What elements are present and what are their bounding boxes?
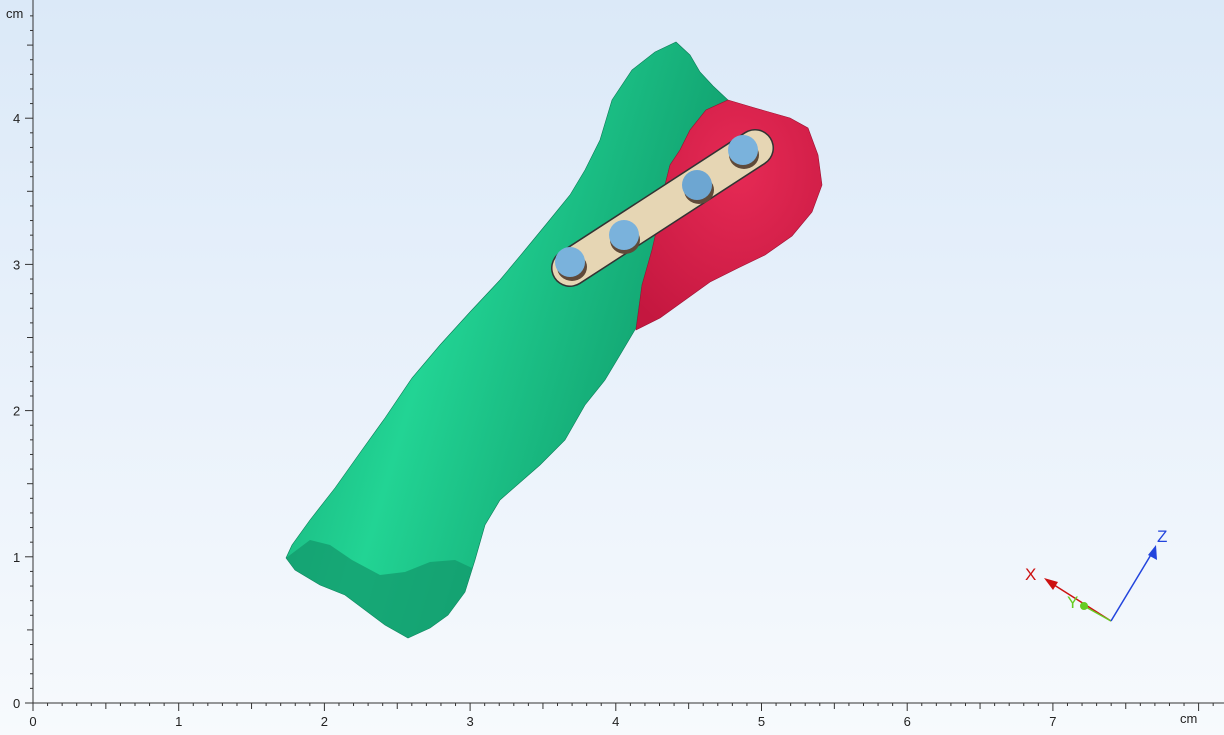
bone-shaft[interactable] [285, 41, 729, 639]
bone-end-shading [286, 540, 472, 638]
y-axis-tick-label: 2 [13, 404, 20, 419]
screw[interactable] [555, 247, 587, 281]
x-axis-tick-label: 5 [758, 714, 765, 729]
triad-z-arrow [1148, 545, 1157, 560]
plate-face [552, 130, 773, 286]
screw[interactable] [728, 135, 759, 169]
y-axis-unit: cm [6, 6, 23, 21]
y-axis-tick-label: 0 [13, 696, 20, 711]
fixation-plate[interactable] [551, 129, 774, 287]
screw[interactable] [682, 170, 714, 204]
screw[interactable] [609, 220, 640, 254]
triad-y-axis [1083, 605, 1112, 622]
triad-y-label: Y [1067, 593, 1078, 612]
x-axis-tick-label: 2 [321, 714, 328, 729]
triad-x-label: X [1025, 565, 1036, 584]
axes-frame: 0 1 2 3 4 0 1 2 3 4 5 6 7 cm cm [6, 0, 1224, 729]
x-axis-tick-label: 4 [612, 714, 619, 729]
y-axis-ticks: 0 1 2 3 4 [13, 15, 33, 711]
x-axis-tick-label: 0 [29, 714, 36, 729]
triad-x-arrow [1044, 578, 1058, 590]
bone-fragment[interactable] [635, 99, 823, 331]
y-axis-tick-label: 1 [13, 550, 20, 565]
screws[interactable] [555, 135, 759, 281]
x-axis-tick-label: 1 [175, 714, 182, 729]
x-axis-unit: cm [1180, 711, 1197, 726]
triad-z-axis [1110, 552, 1153, 622]
triad-y-dot [1080, 602, 1088, 610]
orientation-triad[interactable]: X Y Z [1025, 527, 1167, 622]
y-axis-tick-label: 4 [13, 111, 20, 126]
y-axis-tick-label: 3 [13, 257, 20, 272]
bone-model[interactable] [285, 41, 823, 639]
x-axis-tick-label: 6 [904, 714, 911, 729]
x-axis-tick-label: 7 [1049, 714, 1056, 729]
x-axis-tick-label: 3 [466, 714, 473, 729]
x-axis-ticks: 0 1 2 3 4 5 6 7 [29, 703, 1214, 729]
triad-z-label: Z [1157, 527, 1167, 546]
